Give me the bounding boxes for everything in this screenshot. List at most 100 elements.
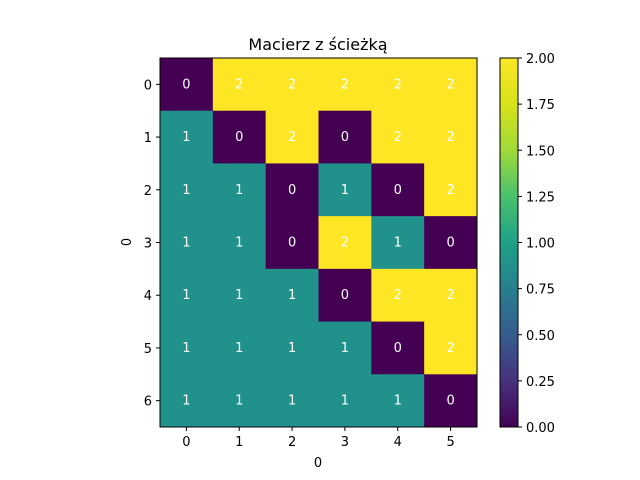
- heatmap-cell: [212, 163, 267, 217]
- y-axis: 0 1 2 3 4 5 6: [144, 78, 160, 410]
- heatmap-cell: [212, 58, 267, 112]
- cell-value-label: 0: [341, 288, 349, 303]
- heatmap-cell: [265, 216, 319, 270]
- cell-value-label: 2: [446, 183, 454, 198]
- heatmap-grid: 0 2 2 2 2 2 1 0 2 0 2 2 1 1 0 1 0 2 1 1 0 2 1 0 1 1 1 0 2 2 1 1 1 1 0 2 1 1 1 1…: [160, 58, 478, 428]
- heatmap-cell: [212, 110, 267, 164]
- x-axis: 0 1 2 3 4 5: [182, 427, 455, 450]
- x-tick-label: 1: [235, 435, 243, 450]
- cell-value-label: 2: [446, 288, 454, 303]
- cell-value-label: 1: [235, 183, 243, 198]
- heatmap-cell: [424, 58, 478, 112]
- cell-value-label: 1: [235, 236, 243, 251]
- cell-value-label: 2: [288, 130, 296, 145]
- heatmap-cell: [371, 58, 425, 112]
- heatmap-cell: [424, 321, 478, 375]
- cell-value-label: 2: [446, 77, 454, 92]
- cell-value-label: 2: [235, 77, 243, 92]
- cell-value-label: 2: [394, 288, 402, 303]
- heatmap-cell: [371, 374, 425, 428]
- heatmap-cell: [424, 216, 478, 270]
- cell-value-label: 2: [394, 77, 402, 92]
- y-tick-label: 2: [144, 184, 152, 199]
- heatmap-cell: [371, 163, 425, 217]
- x-axis-label: 0: [314, 456, 322, 471]
- y-tick-label: 3: [144, 237, 152, 252]
- cell-value-label: 0: [394, 183, 402, 198]
- cell-value-label: 0: [446, 236, 454, 251]
- heatmap-cell: [265, 163, 319, 217]
- heatmap-cell: [160, 374, 214, 428]
- cell-value-label: 0: [394, 341, 402, 356]
- cell-value-label: 2: [446, 341, 454, 356]
- heatmap-cell: [318, 58, 372, 112]
- heatmap-cell: [318, 268, 372, 323]
- cell-value-label: 1: [182, 394, 190, 409]
- cell-value-label: 0: [341, 130, 349, 145]
- heatmap-cell: [212, 268, 267, 323]
- y-tick-label: 1: [144, 131, 152, 146]
- heatmap-cell: [265, 374, 319, 428]
- cell-value-label: 2: [446, 130, 454, 145]
- cell-value-label: 1: [341, 394, 349, 409]
- cell-value-label: 0: [288, 183, 296, 198]
- x-tick-label: 0: [182, 435, 190, 450]
- chart-title: Macierz z ścieżką: [248, 35, 387, 54]
- cell-value-label: 1: [182, 130, 190, 145]
- y-tick-label: 4: [144, 289, 152, 304]
- cell-value-label: 1: [394, 236, 402, 251]
- heatmap-cell: [265, 321, 319, 375]
- heatmap-cell: [160, 110, 214, 164]
- colorbar-tick-label: 1.75: [526, 98, 555, 113]
- heatmap-cell: [424, 268, 478, 323]
- cell-value-label: 0: [446, 394, 454, 409]
- heatmap-cell: [371, 321, 425, 375]
- cell-value-label: 0: [182, 77, 190, 92]
- cell-value-label: 1: [182, 288, 190, 303]
- cell-value-label: 0: [235, 130, 243, 145]
- heatmap-cell: [371, 216, 425, 270]
- heatmap-cell: [424, 163, 478, 217]
- heatmap-cell: [160, 163, 214, 217]
- x-tick-label: 5: [446, 435, 454, 450]
- heatmap-cell: [212, 321, 267, 375]
- cell-value-label: 1: [341, 183, 349, 198]
- colorbar-tick-label: 0.00: [526, 421, 555, 436]
- colorbar-tick-label: 1.50: [526, 144, 555, 159]
- cell-value-label: 1: [182, 341, 190, 356]
- cell-value-label: 2: [394, 130, 402, 145]
- heatmap-cell: [318, 110, 372, 164]
- cell-value-label: 1: [235, 394, 243, 409]
- heatmap-cell: [265, 110, 319, 164]
- heatmap-cell: [318, 321, 372, 375]
- colorbar-tick-label: 0.25: [526, 375, 555, 390]
- colorbar-tick-label: 0.50: [526, 329, 555, 344]
- heatmap-cell: [212, 374, 267, 428]
- cell-value-label: 1: [182, 183, 190, 198]
- colorbar-tick-label: 1.00: [526, 237, 555, 252]
- heatmap-cell: [160, 58, 214, 112]
- colorbar-tick-label: 1.25: [526, 190, 555, 205]
- heatmap-cell: [318, 374, 372, 428]
- heatmap-cell: [424, 374, 478, 428]
- y-tick-label: 6: [144, 395, 152, 410]
- heatmap-cell: [318, 216, 372, 270]
- x-tick-label: 3: [341, 435, 349, 450]
- cell-value-label: 1: [235, 341, 243, 356]
- y-axis-label: 0: [120, 238, 135, 246]
- heatmap-cell: [318, 163, 372, 217]
- cell-value-label: 1: [182, 236, 190, 251]
- heatmap-cell: [212, 216, 267, 270]
- cell-value-label: 1: [288, 341, 296, 356]
- cell-value-label: 2: [341, 236, 349, 251]
- y-tick-label: 5: [144, 342, 152, 357]
- cell-value-label: 2: [288, 77, 296, 92]
- colorbar-tick-label: 0.75: [526, 283, 555, 298]
- colorbar-axis: 0.00 0.25 0.50 0.75 1.00 1.25 1.50 1.75 2.00: [518, 52, 555, 436]
- heatmap-cell: [160, 268, 214, 323]
- cell-value-label: 0: [288, 236, 296, 251]
- colorbar: [499, 57, 519, 428]
- cell-value-label: 2: [341, 77, 349, 92]
- y-tick-label: 0: [144, 78, 152, 93]
